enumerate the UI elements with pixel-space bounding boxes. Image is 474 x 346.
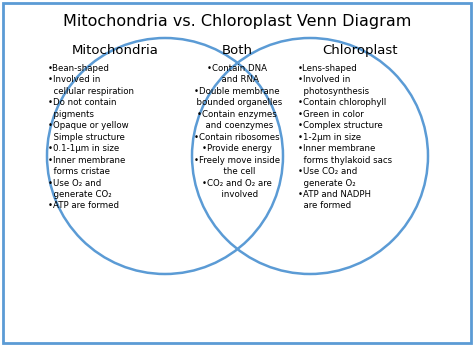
Text: •Contain DNA
  and RNA
•Double membrane
  bounded organelles
•Contain enzymes
  : •Contain DNA and RNA •Double membrane bo… bbox=[191, 64, 283, 199]
Text: Chloroplast: Chloroplast bbox=[322, 44, 398, 57]
Text: Both: Both bbox=[221, 44, 253, 57]
Text: Mitochondria: Mitochondria bbox=[72, 44, 158, 57]
Text: •Lens-shaped
•Involved in
  photosynthesis
•Contain chlorophyll
•Green in color
: •Lens-shaped •Involved in photosynthesis… bbox=[298, 64, 392, 210]
Text: •Bean-shaped
•Involved in
  cellular respiration
•Do not contain
  pigments
•Opa: •Bean-shaped •Involved in cellular respi… bbox=[48, 64, 134, 210]
Text: Mitochondria vs. Chloroplast Venn Diagram: Mitochondria vs. Chloroplast Venn Diagra… bbox=[63, 14, 411, 29]
